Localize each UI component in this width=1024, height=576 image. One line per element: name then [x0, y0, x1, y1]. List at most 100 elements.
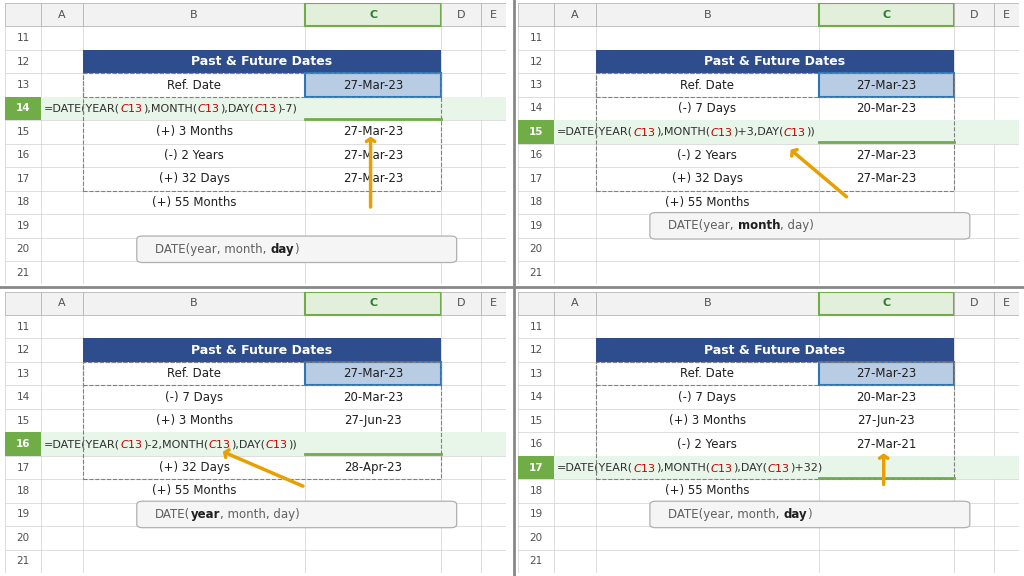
- Bar: [596, 362, 953, 479]
- Bar: [305, 3, 440, 26]
- Text: $C$13: $C$13: [710, 461, 733, 473]
- Text: 27-Jun-23: 27-Jun-23: [857, 414, 915, 427]
- Text: , day): , day): [780, 219, 814, 232]
- Text: )-2,MONTH(: )-2,MONTH(: [142, 439, 208, 449]
- Bar: [953, 291, 994, 315]
- Text: 17: 17: [16, 463, 30, 472]
- Text: 20-Mar-23: 20-Mar-23: [856, 391, 916, 404]
- Text: (+) 32 Days: (+) 32 Days: [672, 172, 742, 185]
- Text: 21: 21: [16, 268, 30, 278]
- Bar: [83, 362, 440, 385]
- Text: $C$13: $C$13: [120, 438, 142, 450]
- Text: 20-Mar-23: 20-Mar-23: [856, 102, 916, 115]
- Text: A: A: [58, 298, 66, 308]
- Text: ): ): [294, 242, 299, 256]
- Text: B: B: [190, 298, 198, 308]
- Text: $C$13: $C$13: [767, 461, 790, 473]
- FancyBboxPatch shape: [137, 236, 457, 263]
- Text: (-) 7 Days: (-) 7 Days: [165, 391, 223, 404]
- Text: 27-Mar-21: 27-Mar-21: [856, 438, 916, 450]
- Bar: [5, 291, 41, 315]
- Text: E: E: [1002, 298, 1010, 308]
- Bar: [83, 50, 440, 73]
- Text: 20: 20: [529, 244, 543, 254]
- Bar: [818, 3, 953, 26]
- Bar: [83, 73, 440, 191]
- Text: DATE(year, month,: DATE(year, month,: [669, 508, 783, 521]
- Text: 12: 12: [529, 56, 543, 67]
- Text: D: D: [457, 10, 465, 20]
- Text: 12: 12: [529, 345, 543, 355]
- Bar: [5, 433, 506, 456]
- Text: Past & Future Dates: Past & Future Dates: [705, 55, 846, 68]
- Text: (+) 3 Months: (+) 3 Months: [156, 414, 232, 427]
- Text: 27-Mar-23: 27-Mar-23: [343, 78, 403, 92]
- Text: 15: 15: [529, 127, 544, 137]
- Text: DATE(year,: DATE(year,: [669, 219, 737, 232]
- Text: 18: 18: [16, 198, 30, 207]
- Text: (+) 55 Months: (+) 55 Months: [665, 484, 750, 498]
- Bar: [83, 362, 440, 479]
- Text: 19: 19: [16, 221, 30, 231]
- Text: 27-Mar-23: 27-Mar-23: [343, 172, 403, 185]
- Bar: [83, 291, 305, 315]
- Bar: [5, 433, 41, 456]
- Text: 21: 21: [16, 556, 30, 566]
- Text: 18: 18: [16, 486, 30, 496]
- Text: (+) 32 Days: (+) 32 Days: [159, 172, 229, 185]
- Bar: [440, 291, 480, 315]
- Text: C: C: [882, 10, 890, 20]
- Text: 16: 16: [16, 439, 31, 449]
- Bar: [518, 456, 554, 479]
- Text: 19: 19: [529, 221, 543, 231]
- Text: 13: 13: [16, 80, 30, 90]
- Text: $C$13: $C$13: [710, 126, 733, 138]
- Text: , month, day): , month, day): [220, 508, 300, 521]
- Text: 27-Jun-23: 27-Jun-23: [344, 414, 401, 427]
- Text: 27-Mar-23: 27-Mar-23: [343, 126, 403, 138]
- Text: 15: 15: [529, 416, 543, 426]
- Text: 20: 20: [16, 533, 30, 543]
- Text: 19: 19: [529, 509, 543, 520]
- Text: 14: 14: [529, 392, 543, 402]
- Text: (-) 7 Days: (-) 7 Days: [678, 391, 736, 404]
- Bar: [518, 120, 554, 143]
- Bar: [518, 456, 1019, 479]
- Text: C: C: [882, 298, 890, 308]
- Text: 18: 18: [529, 486, 543, 496]
- Text: 11: 11: [529, 322, 543, 332]
- Text: 27-Mar-23: 27-Mar-23: [343, 149, 403, 162]
- Text: month: month: [737, 219, 780, 232]
- Text: (+) 55 Months: (+) 55 Months: [665, 196, 750, 209]
- Text: 17: 17: [16, 174, 30, 184]
- Text: Ref. Date: Ref. Date: [167, 78, 221, 92]
- Text: Ref. Date: Ref. Date: [680, 78, 734, 92]
- Text: day: day: [783, 508, 807, 521]
- Bar: [818, 291, 953, 315]
- Text: day: day: [270, 242, 294, 256]
- Bar: [596, 73, 953, 97]
- Text: E: E: [489, 298, 497, 308]
- Text: year: year: [190, 508, 220, 521]
- Text: $C$13: $C$13: [265, 438, 288, 450]
- Text: 20: 20: [16, 244, 30, 254]
- Bar: [596, 291, 818, 315]
- Bar: [818, 73, 953, 97]
- Text: ),DAY(: ),DAY(: [220, 104, 254, 113]
- Bar: [41, 291, 83, 315]
- Text: (-) 7 Days: (-) 7 Days: [678, 102, 736, 115]
- Bar: [305, 291, 440, 315]
- Text: 13: 13: [529, 80, 543, 90]
- Text: Past & Future Dates: Past & Future Dates: [705, 344, 846, 357]
- Text: (-) 2 Years: (-) 2 Years: [164, 149, 224, 162]
- Bar: [440, 3, 480, 26]
- Text: 27-Mar-23: 27-Mar-23: [343, 367, 403, 380]
- Text: C: C: [369, 298, 377, 308]
- Bar: [41, 3, 83, 26]
- Text: Past & Future Dates: Past & Future Dates: [191, 55, 332, 68]
- Text: 15: 15: [16, 416, 30, 426]
- Text: 27-Mar-23: 27-Mar-23: [856, 172, 916, 185]
- Bar: [554, 3, 596, 26]
- Text: 17: 17: [529, 174, 543, 184]
- Text: )): )): [288, 439, 297, 449]
